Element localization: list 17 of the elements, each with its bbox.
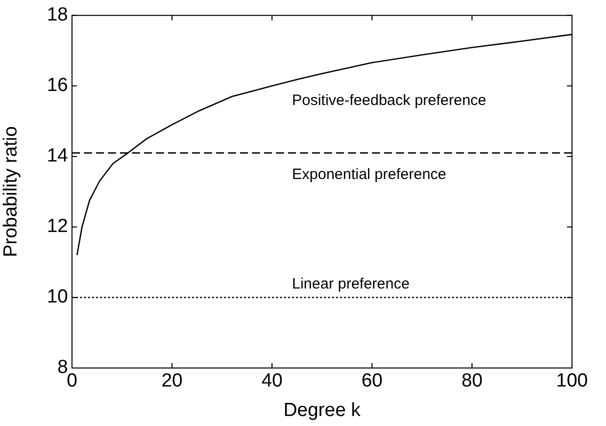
y-tick-label: 14: [46, 146, 68, 167]
series-label: Positive-feedback preference: [292, 92, 486, 109]
x-tick-label: 20: [161, 370, 183, 392]
y-tick-label: 12: [46, 216, 68, 238]
y-axis-title: Probability ratio: [0, 126, 22, 258]
y-tick-label: 10: [46, 286, 68, 308]
x-tick-label: 60: [361, 370, 383, 392]
ref-line-label: Linear preference: [292, 275, 410, 292]
ref-line-label: Exponential preference: [292, 166, 446, 183]
y-tick-label: 16: [46, 75, 68, 96]
x-tick-label: 0: [66, 370, 78, 392]
y-tick-label: 8: [57, 357, 68, 378]
y-tick-label: 18: [46, 4, 68, 26]
x-axis-title: Degree k: [283, 400, 362, 421]
x-tick-label: 80: [461, 370, 483, 392]
x-tick-label: 100: [556, 370, 588, 392]
x-tick-label: 40: [261, 370, 283, 392]
